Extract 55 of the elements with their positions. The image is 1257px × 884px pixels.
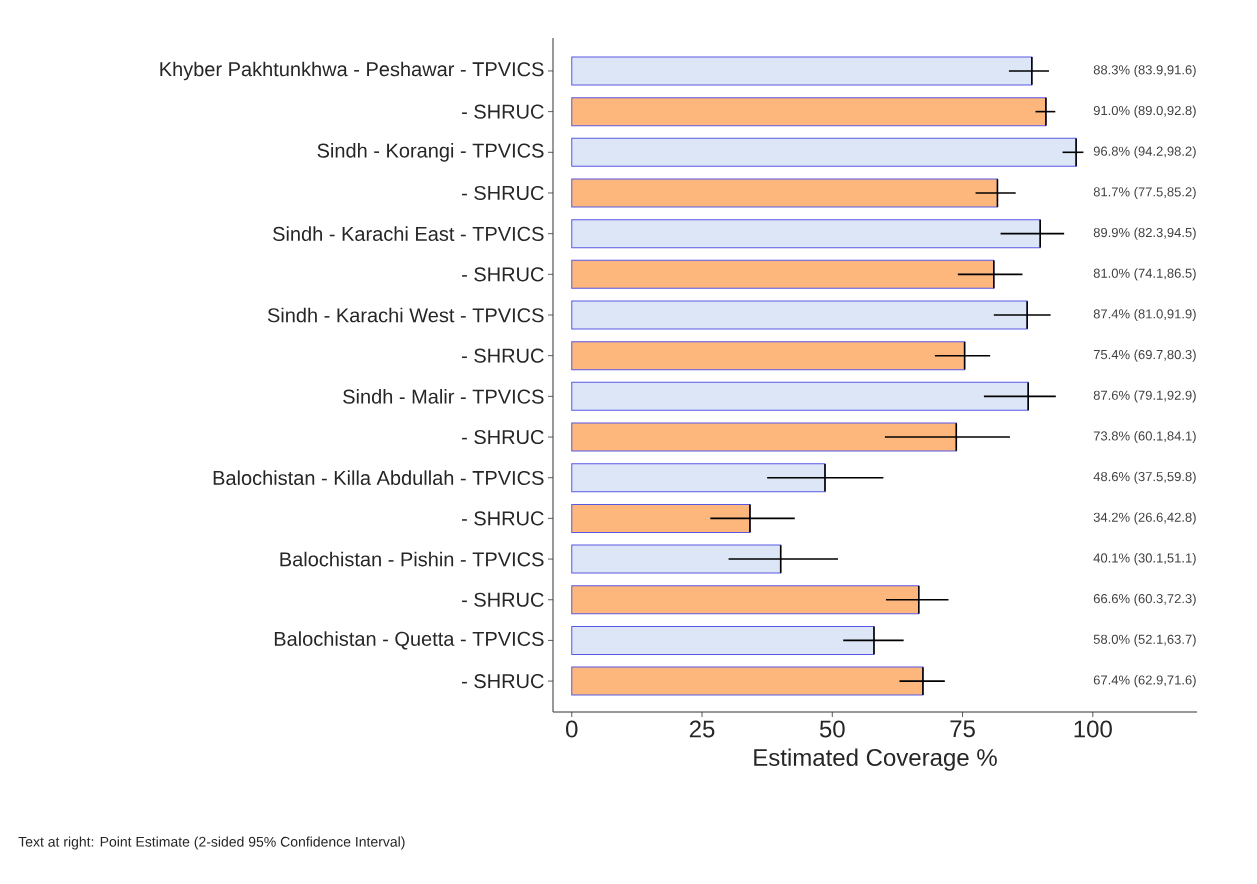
y-tick-label: Balochistan - Pishin - TPVICS xyxy=(280,551,544,567)
bar xyxy=(571,544,782,574)
data-label: 87.6% (79.1,92.9) xyxy=(1093,390,1196,403)
y-tick-label: - SHRUC xyxy=(462,185,544,201)
y-tick-label: Sindh - Malir - TPVICS xyxy=(343,389,544,404)
bar xyxy=(571,300,1028,330)
data-label: 89.9% (82.3,94.5) xyxy=(1093,227,1196,240)
data-label: 66.6% (60.3,72.3) xyxy=(1093,593,1196,606)
data-label: 81.7% (77.5,85.2) xyxy=(1093,186,1196,200)
data-label: 88.3% (83.9,91.6) xyxy=(1093,64,1196,78)
data-label: 67.4% (62.9,71.6) xyxy=(1093,675,1196,688)
bar xyxy=(571,422,957,452)
y-tick-label: - SHRUC xyxy=(462,511,544,526)
bar xyxy=(571,341,966,371)
bar xyxy=(571,625,875,655)
y-tick-label: - SHRUC xyxy=(462,267,544,282)
bar xyxy=(571,259,995,289)
x-tick-label: 50 xyxy=(819,720,845,738)
x-axis-title: Estimated Coverage % xyxy=(754,748,997,771)
y-tick-label: - SHRUC xyxy=(462,674,544,689)
y-tick-label: - SHRUC xyxy=(462,429,544,445)
bar xyxy=(571,219,1041,249)
bar xyxy=(571,56,1033,86)
y-tick-label: - SHRUC xyxy=(462,104,544,119)
bar xyxy=(571,503,751,533)
data-label: 75.4% (69.7,80.3) xyxy=(1093,349,1196,362)
data-label: 40.1% (30.1,51.1) xyxy=(1093,553,1196,566)
data-label: 34.2% (26.6,42.8) xyxy=(1093,512,1196,525)
bar xyxy=(571,97,1047,127)
y-tick-label: Sindh - Karachi East - TPVICS xyxy=(273,226,544,241)
y-tick-label: Balochistan - Killa Abdullah - TPVICS xyxy=(213,470,544,486)
y-tick-label: Khyber Pakhtunkhwa - Peshawar - TPVICS xyxy=(160,61,544,81)
x-tick-label: 100 xyxy=(1074,720,1112,738)
y-tick-label: Balochistan - Quetta - TPVICS xyxy=(274,631,544,650)
bar xyxy=(571,666,924,696)
x-tick-label: 25 xyxy=(689,720,715,738)
x-tick-label: 0 xyxy=(566,720,578,738)
data-label: 73.8% (60.1,84.1) xyxy=(1093,430,1196,444)
y-tick-label: Sindh - Korangi - TPVICS xyxy=(317,142,544,162)
data-label: 58.0% (52.1,63.7) xyxy=(1093,634,1196,647)
bar xyxy=(571,381,1029,411)
bar xyxy=(571,463,826,493)
data-label: 87.4% (81.0,91.9) xyxy=(1093,308,1196,322)
bar xyxy=(571,585,920,615)
data-label: 81.0% (74.1,86.5) xyxy=(1093,268,1196,281)
y-tick-label: - SHRUC xyxy=(462,592,544,607)
y-tick-label: - SHRUC xyxy=(462,348,544,363)
data-label: 91.0% (89.0,92.8) xyxy=(1093,105,1196,118)
bar xyxy=(571,137,1077,167)
bar xyxy=(571,178,998,208)
y-tick-label: Sindh - Karachi West - TPVICS xyxy=(267,307,544,323)
x-tick-label: 75 xyxy=(950,720,975,738)
data-label: 96.8% (94.2,98.2) xyxy=(1093,146,1196,159)
data-label: 48.6% (37.5,59.8) xyxy=(1093,471,1196,484)
text: Text at right: Point Estimate (2-sided 95% Confidence Interval) xyxy=(18,836,405,850)
